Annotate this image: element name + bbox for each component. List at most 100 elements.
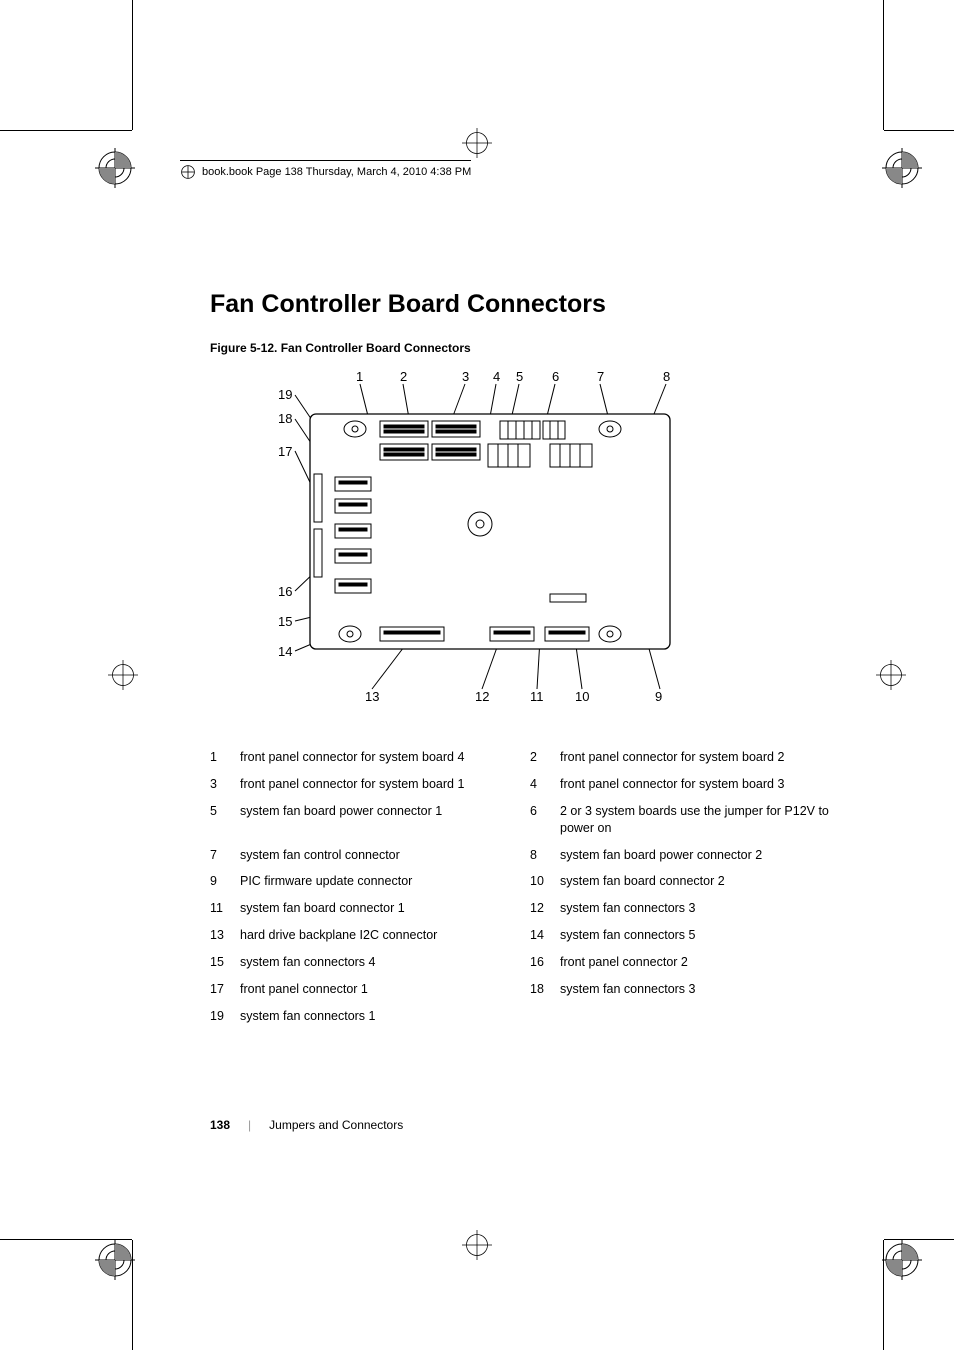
legend-row: 3front panel connector for system board … [210, 776, 850, 793]
callout-label: 3 [462, 369, 469, 384]
crop-mark [884, 130, 954, 131]
legend-cell: 18system fan connectors 3 [530, 981, 850, 998]
registration-mark-icon [876, 660, 906, 690]
legend-text: system fan connectors 5 [560, 927, 713, 944]
registration-mark-icon [882, 1240, 922, 1280]
document-icon [180, 164, 196, 180]
legend-cell: 12system fan connectors 3 [530, 900, 850, 917]
callout-label: 11 [530, 689, 544, 704]
crop-mark [883, 0, 884, 130]
legend-text: 2 or 3 system boards use the jumper for … [560, 803, 850, 837]
section-name: Jumpers and Connectors [269, 1118, 403, 1132]
page-footer: 138 | Jumpers and Connectors [210, 1118, 403, 1132]
legend-text: system fan control connector [240, 847, 418, 864]
legend-cell: 3front panel connector for system board … [210, 776, 530, 793]
legend-text: system fan connectors 4 [240, 954, 393, 971]
legend-text: front panel connector 2 [560, 954, 706, 971]
legend-row: 5system fan board power connector 162 or… [210, 803, 850, 837]
callout-label: 15 [278, 614, 292, 629]
legend-number: 3 [210, 776, 240, 793]
page-header: book.book Page 138 Thursday, March 4, 20… [180, 160, 471, 180]
legend-text: PIC firmware update connector [240, 873, 430, 890]
legend-cell: 16front panel connector 2 [530, 954, 850, 971]
legend-text: system fan connectors 1 [240, 1008, 393, 1025]
registration-mark-icon [882, 148, 922, 188]
header-text: book.book Page 138 Thursday, March 4, 20… [202, 166, 471, 178]
legend-cell: 17front panel connector 1 [210, 981, 530, 998]
legend-cell: 10system fan board connector 2 [530, 873, 850, 890]
legend-row: 13hard drive backplane I2C connector14sy… [210, 927, 850, 944]
legend-number: 17 [210, 981, 240, 998]
legend-cell: 11system fan board connector 1 [210, 900, 530, 917]
registration-mark-icon [462, 128, 492, 158]
legend-number: 9 [210, 873, 240, 890]
callout-label: 18 [278, 411, 292, 426]
legend-text: system fan board power connector 1 [240, 803, 460, 837]
callout-label: 19 [278, 387, 292, 402]
legend-cell: 2front panel connector for system board … [530, 749, 850, 766]
legend-cell: 7system fan control connector [210, 847, 530, 864]
legend-cell: 5system fan board power connector 1 [210, 803, 530, 837]
page-content: Fan Controller Board Connectors Figure 5… [210, 290, 850, 1035]
legend-number: 14 [530, 927, 560, 944]
callout-label: 4 [493, 369, 500, 384]
legend-cell: 13hard drive backplane I2C connector [210, 927, 530, 944]
callout-label: 10 [575, 689, 589, 704]
callout-label: 17 [278, 444, 292, 459]
legend-text: system fan connectors 3 [560, 900, 713, 917]
legend-number: 7 [210, 847, 240, 864]
callout-label: 9 [655, 689, 662, 704]
legend-text: front panel connector for system board 3 [560, 776, 802, 793]
legend-number: 19 [210, 1008, 240, 1025]
legend-row: 19system fan connectors 1 [210, 1008, 850, 1025]
legend-row: 7system fan control connector8system fan… [210, 847, 850, 864]
registration-mark-icon [95, 148, 135, 188]
legend-row: 17front panel connector 118system fan co… [210, 981, 850, 998]
legend-number: 5 [210, 803, 240, 837]
page-number: 138 [210, 1118, 230, 1132]
legend-text: system fan connectors 3 [560, 981, 713, 998]
legend-cell: 8system fan board power connector 2 [530, 847, 850, 864]
legend-text: system fan board connector 1 [240, 900, 423, 917]
legend-number: 18 [530, 981, 560, 998]
legend-number: 16 [530, 954, 560, 971]
legend-row: 15system fan connectors 416front panel c… [210, 954, 850, 971]
section-heading: Fan Controller Board Connectors [210, 290, 850, 319]
legend-cell: 15system fan connectors 4 [210, 954, 530, 971]
callout-label: 16 [278, 584, 292, 599]
legend-number: 12 [530, 900, 560, 917]
legend-row: 9PIC firmware update connector10system f… [210, 873, 850, 890]
legend-row: 11system fan board connector 112system f… [210, 900, 850, 917]
callout-label: 5 [516, 369, 523, 384]
board-diagram: 1 2 3 4 5 6 7 8 19 18 17 16 15 14 13 12 … [250, 369, 680, 709]
legend-text: system fan board power connector 2 [560, 847, 780, 864]
registration-mark-icon [462, 1230, 492, 1260]
figure-caption: Figure 5-12. Fan Controller Board Connec… [210, 341, 850, 355]
legend-text: front panel connector 1 [240, 981, 386, 998]
legend-number: 13 [210, 927, 240, 944]
legend-cell: 9PIC firmware update connector [210, 873, 530, 890]
legend-cell: 4front panel connector for system board … [530, 776, 850, 793]
legend-cell: 19system fan connectors 1 [210, 1008, 530, 1025]
callout-label: 7 [597, 369, 604, 384]
callout-label: 8 [663, 369, 670, 384]
legend-number: 2 [530, 749, 560, 766]
board-svg [250, 369, 680, 709]
legend-number: 15 [210, 954, 240, 971]
legend-number: 10 [530, 873, 560, 890]
legend-number: 11 [210, 900, 240, 917]
footer-separator: | [248, 1118, 251, 1132]
registration-mark-icon [95, 1240, 135, 1280]
legend-text: system fan board connector 2 [560, 873, 743, 890]
callout-label: 12 [475, 689, 489, 704]
legend-number: 6 [530, 803, 560, 837]
callout-label: 6 [552, 369, 559, 384]
registration-mark-icon [108, 660, 138, 690]
legend-number: 4 [530, 776, 560, 793]
crop-mark [0, 130, 132, 131]
legend-row: 1front panel connector for system board … [210, 749, 850, 766]
legend-text: front panel connector for system board 1 [240, 776, 482, 793]
legend-text: front panel connector for system board 2 [560, 749, 802, 766]
legend-cell: 62 or 3 system boards use the jumper for… [530, 803, 850, 837]
legend-cell: 14system fan connectors 5 [530, 927, 850, 944]
